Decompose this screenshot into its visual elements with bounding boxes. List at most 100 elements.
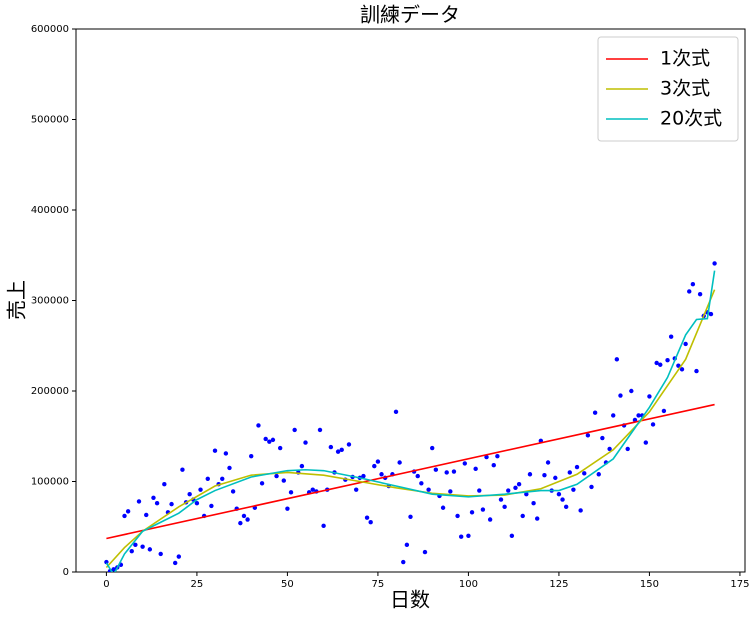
legend-label: 20次式 (660, 108, 722, 130)
x-tick-label: 25 (191, 579, 204, 590)
y-tick-label: 200000 (31, 386, 69, 397)
x-tick-label: 75 (372, 579, 385, 590)
fit-line (106, 403, 715, 540)
data-point (198, 487, 203, 492)
x-tick-label: 125 (549, 579, 568, 590)
data-point (122, 513, 127, 519)
data-point (524, 491, 529, 497)
data-point (491, 463, 496, 468)
data-point (426, 487, 431, 492)
data-point (647, 394, 652, 399)
data-point (531, 501, 536, 506)
data-point (227, 465, 232, 471)
data-point (281, 478, 286, 483)
data-point (596, 472, 601, 477)
data-point (335, 449, 341, 454)
x-tick-label: 150 (640, 579, 659, 590)
data-point (643, 440, 649, 445)
data-point (466, 533, 471, 538)
data-point (277, 445, 283, 451)
data-point (274, 473, 279, 479)
x-axis-label: 日数 (390, 588, 430, 612)
data-point (368, 520, 373, 525)
data-point (448, 489, 453, 494)
data-point (404, 542, 410, 548)
data-point (694, 368, 699, 374)
data-point (513, 485, 518, 491)
data-point (328, 444, 334, 450)
data-point (180, 467, 185, 472)
data-point (708, 311, 714, 317)
data-point (256, 423, 261, 428)
data-point (401, 559, 406, 565)
data-point (625, 446, 630, 452)
data-point (455, 513, 460, 519)
data-point (361, 473, 366, 479)
data-point (629, 388, 634, 394)
data-point (194, 501, 200, 506)
legend-box (597, 36, 739, 142)
fit-line (105, 289, 716, 569)
data-point (611, 413, 616, 418)
data-point (133, 542, 138, 548)
data-point (321, 523, 326, 529)
data-point (440, 505, 446, 510)
data-point (477, 488, 482, 493)
x-tick-label: 100 (459, 579, 478, 590)
data-point (545, 460, 551, 465)
x-tick-label: 0 (103, 579, 109, 590)
data-point (520, 513, 525, 519)
data-point (607, 446, 612, 452)
data-point (375, 459, 381, 464)
data-point (212, 448, 218, 453)
data-point (658, 362, 663, 367)
data-point (147, 547, 153, 552)
data-point (223, 451, 229, 456)
data-point (230, 489, 236, 494)
data-point (502, 504, 507, 510)
data-point (527, 472, 533, 477)
y-tick-label: 500000 (31, 115, 69, 126)
data-point (571, 487, 576, 492)
data-point (690, 282, 696, 287)
data-point (379, 472, 384, 477)
data-point (509, 533, 515, 538)
data-point (636, 413, 641, 418)
x-tick-label: 175 (730, 579, 749, 590)
data-point (245, 517, 250, 522)
data-point (560, 497, 565, 502)
data-point (592, 410, 598, 415)
data-point (556, 491, 562, 497)
data-point (397, 460, 402, 465)
data-point (209, 503, 214, 509)
data-point (600, 435, 605, 441)
legend-label: 3次式 (660, 78, 710, 100)
data-point (469, 510, 475, 515)
data-point (249, 453, 254, 459)
y-tick-label: 600000 (31, 24, 69, 35)
data-point (444, 470, 449, 475)
legend-label: 1次式 (660, 48, 710, 70)
data-point (506, 488, 511, 493)
data-point (462, 461, 468, 466)
data-point (346, 442, 352, 447)
data-point (172, 560, 178, 566)
data-point (495, 453, 500, 459)
fit-line (105, 270, 716, 572)
data-point (430, 445, 435, 451)
data-point (140, 544, 145, 549)
y-tick-label: 100000 (31, 477, 69, 488)
data-point (458, 534, 464, 539)
data-point (650, 422, 656, 427)
data-point (654, 360, 659, 366)
data-point (310, 487, 315, 492)
data-point (408, 514, 413, 519)
data-point (668, 334, 674, 339)
data-point (484, 454, 489, 460)
y-tick-label: 0 (63, 567, 69, 578)
data-point (158, 551, 163, 557)
data-point (422, 549, 428, 555)
data-point (364, 515, 370, 520)
y-tick-label: 300000 (31, 296, 69, 307)
data-point (679, 367, 685, 372)
